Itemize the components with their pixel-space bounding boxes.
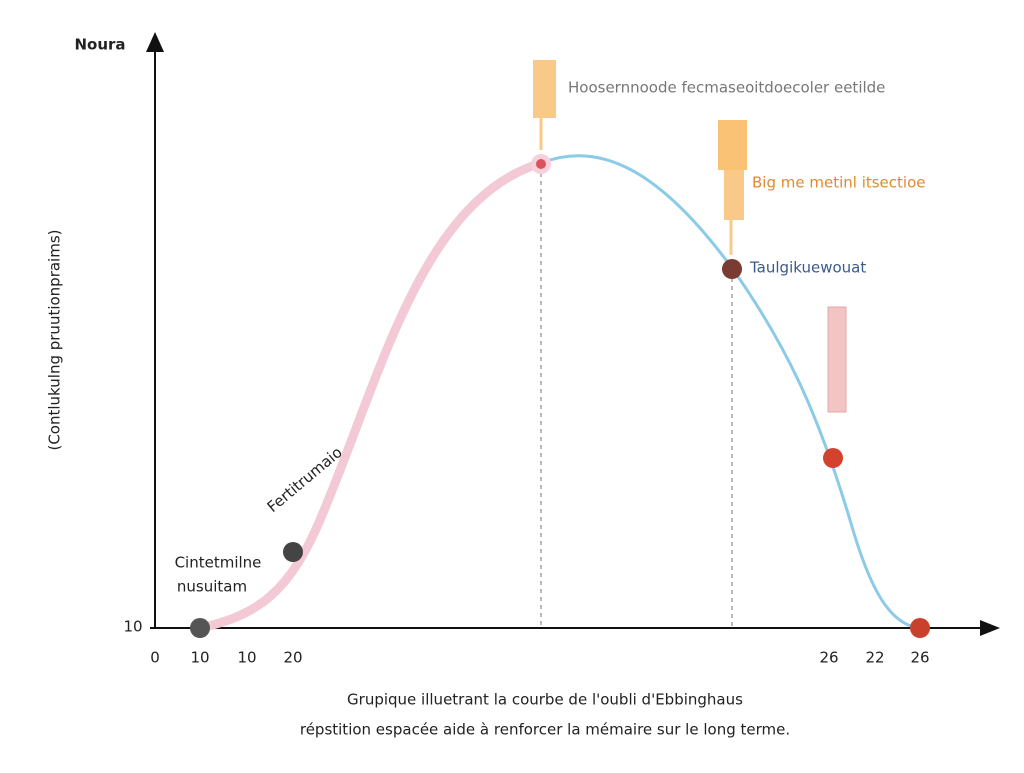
annotation: Taulgikuewouat — [749, 259, 866, 277]
caption: répstition espacée aide à renforcer la m… — [300, 721, 790, 739]
point — [190, 618, 210, 638]
point — [823, 448, 843, 468]
y-arrow — [146, 32, 164, 52]
annotation: Big me metinl itsectioe — [752, 174, 925, 192]
annotation: Hoosernnoode fecmaseoitdoecoler eetilde — [568, 79, 885, 97]
rising-curve — [195, 158, 546, 633]
x-tick-label: 20 — [283, 649, 302, 667]
falling-curve — [540, 154, 921, 630]
x-tick-label: 0 — [150, 649, 160, 667]
marker — [827, 306, 847, 413]
x-tick-label: 10 — [237, 649, 256, 667]
y-axis-title: (Contlukulng pruutionpraims) — [46, 229, 64, 450]
x-tick-label: 22 — [865, 649, 884, 667]
point — [910, 618, 930, 638]
marker — [724, 170, 744, 220]
y-tick-label: 10 — [123, 618, 142, 636]
point — [722, 259, 742, 279]
marker — [718, 120, 747, 170]
x-tick-label: 26 — [910, 649, 929, 667]
annotation: nusuitam — [177, 578, 247, 596]
x-tick-label: 26 — [819, 649, 838, 667]
point — [536, 159, 546, 169]
x-tick-label: 10 — [190, 649, 209, 667]
annotation: Cintetmilne — [175, 554, 262, 572]
y-top-label: Noura — [74, 36, 125, 54]
point — [283, 542, 303, 562]
marker — [533, 60, 556, 118]
caption: Grupique illuetrant la courbe de l'oubli… — [347, 691, 743, 709]
x-arrow — [980, 620, 1000, 636]
